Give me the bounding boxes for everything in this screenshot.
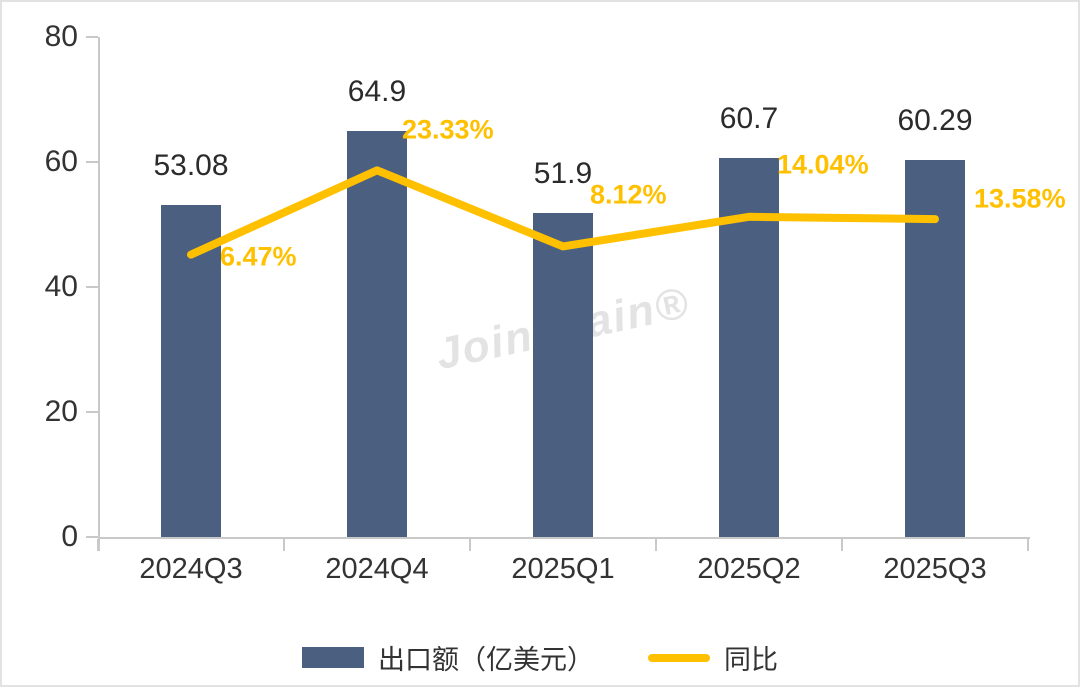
x-axis-line [98,537,1030,539]
bar-value-label: 60.29 [897,104,973,138]
bar [347,131,407,537]
bar-value-label: 64.9 [347,75,407,109]
x-axis-tick-mark [841,539,843,551]
x-axis-category-label: 2025Q1 [511,553,615,585]
legend-bar-label: 出口额（亿美元） [378,645,594,675]
x-axis-tick-mark [469,539,471,551]
x-axis-category-label: 2025Q2 [697,553,801,585]
y-axis-tick-mark [86,411,98,413]
yoy-value-label: 8.12% [590,179,667,210]
x-axis-category-label: 2024Q4 [325,553,429,585]
x-axis-tick-mark [1027,539,1029,551]
bar [719,157,779,537]
y-axis-tick-mark [86,286,98,288]
x-axis-tick-mark [97,539,99,551]
yoy-value-label: 23.33% [402,114,494,145]
y-axis-tick-label: 20 [44,395,78,428]
x-axis-tick-mark [655,539,657,551]
y-axis-tick-label: 60 [44,145,78,178]
x-axis-category-label: 2025Q3 [883,553,987,585]
bar [161,205,221,537]
legend-line-swatch [648,653,710,662]
bar-value-label: 60.7 [719,101,779,135]
bar-value-label: 53.08 [153,149,229,183]
x-axis-category-label: 2024Q3 [139,553,243,585]
y-axis-tick-label: 0 [61,520,78,553]
y-axis-tick-mark [86,36,98,38]
y-axis-tick-mark [86,536,98,538]
y-axis-tick-label: 80 [44,20,78,53]
y-axis-tick-mark [86,161,98,163]
y-axis-tick-label: 40 [44,270,78,303]
y-axis-line [98,37,100,551]
yoy-value-label: 13.58% [974,183,1066,214]
yoy-value-label: 6.47% [220,241,297,272]
bar [905,160,965,537]
legend-line-label: 同比 [724,645,778,675]
legend-bar-swatch [302,647,364,668]
yoy-value-label: 14.04% [777,149,869,180]
legend: 出口额（亿美元） 同比 [2,638,1078,677]
x-axis-tick-mark [283,539,285,551]
bar-value-label: 51.9 [533,156,593,190]
bar [533,212,593,537]
